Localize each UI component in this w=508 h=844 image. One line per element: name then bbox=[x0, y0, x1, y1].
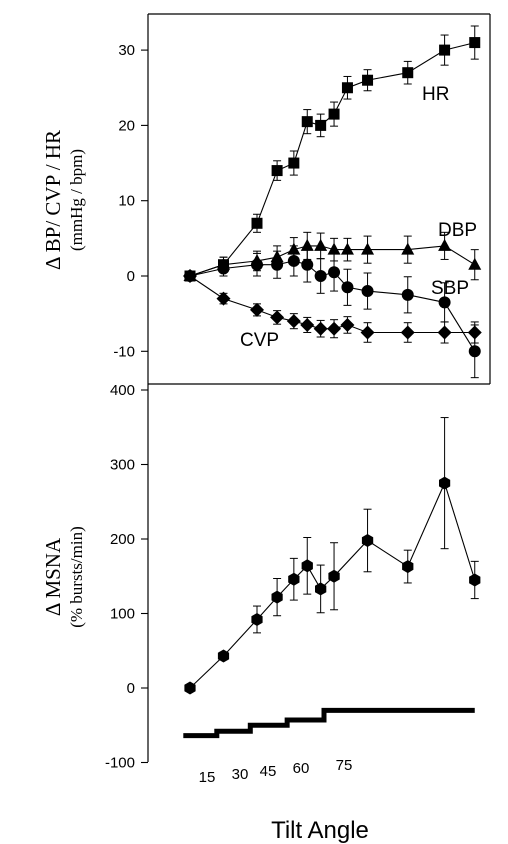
tilt-protocol-line bbox=[183, 707, 475, 739]
angle-label-75: 75 bbox=[336, 757, 353, 774]
hr-point bbox=[362, 74, 374, 86]
sbp-point bbox=[251, 258, 263, 271]
dbp-point bbox=[361, 242, 375, 255]
sbp-point bbox=[401, 288, 414, 301]
hr-point bbox=[402, 67, 414, 79]
cvp-point bbox=[286, 314, 301, 329]
cvp-point bbox=[400, 325, 415, 340]
series-label-hr: HR bbox=[422, 84, 449, 105]
sbp-point bbox=[217, 262, 230, 275]
bottom-y-axis-title: Δ MSNA bbox=[41, 537, 65, 616]
y-tick-label: 0 bbox=[127, 268, 135, 285]
cvp-point bbox=[183, 269, 197, 283]
msna-point bbox=[439, 476, 451, 490]
hr-point bbox=[341, 82, 353, 94]
msna-point bbox=[361, 534, 374, 547]
y-tick-label: 200 bbox=[110, 531, 135, 548]
y-tick-label: 300 bbox=[110, 457, 135, 474]
y-tick-label: 30 bbox=[118, 42, 135, 59]
y-tick-label: 400 bbox=[110, 382, 135, 399]
angle-label-60: 60 bbox=[293, 760, 310, 777]
hr-point bbox=[251, 217, 263, 229]
top-y-axis-unit: (mmHg / bpm) bbox=[67, 149, 86, 251]
bottom-y-axis-unit: (% bursts/min) bbox=[67, 526, 86, 628]
y-tick-label: -10 bbox=[113, 343, 135, 360]
series-label-cvp: CVP bbox=[240, 330, 279, 351]
cvp-point bbox=[313, 321, 328, 336]
sbp-point bbox=[361, 285, 374, 298]
top-y-ticks: -10 0 10 20 30 bbox=[113, 42, 148, 360]
msna-point bbox=[328, 569, 340, 583]
msna-point bbox=[288, 572, 300, 586]
y-tick-label: 0 bbox=[127, 680, 135, 697]
hr-point bbox=[439, 44, 451, 56]
sbp-point bbox=[341, 281, 354, 294]
hr-point bbox=[315, 119, 327, 131]
cvp-point bbox=[300, 317, 315, 332]
dbp-point bbox=[468, 257, 482, 270]
sbp-point bbox=[328, 266, 341, 279]
sbp-point bbox=[314, 270, 327, 282]
msna-point bbox=[469, 573, 481, 587]
series-label-sbp: SBP bbox=[431, 278, 469, 299]
msna-line bbox=[189, 481, 476, 689]
angle-label-15: 15 bbox=[199, 769, 216, 786]
x-axis-title: Tilt Angle bbox=[271, 817, 369, 844]
hr-point bbox=[271, 165, 283, 177]
sbp-point bbox=[301, 258, 314, 271]
angle-label-45: 45 bbox=[260, 763, 277, 780]
hr-point bbox=[469, 37, 481, 49]
cvp-point bbox=[327, 321, 342, 336]
y-tick-label: -100 bbox=[105, 755, 135, 772]
cvp-point bbox=[216, 291, 231, 306]
dbp-point bbox=[340, 242, 354, 255]
cvp-point bbox=[467, 325, 482, 340]
series-label-dbp: DBP bbox=[438, 220, 477, 241]
sbp-point bbox=[468, 345, 481, 358]
dbp-point bbox=[438, 238, 452, 251]
hr-point bbox=[288, 157, 300, 169]
top-panel: -10 0 10 20 30 HR DBP SBP CVP Δ BP/ CVP / HR… bbox=[41, 13, 491, 385]
hr-line bbox=[189, 42, 475, 277]
sbp-point bbox=[271, 258, 284, 271]
top-y-axis-title: Δ BP/ CVP / HR bbox=[41, 130, 65, 270]
dbp-point bbox=[314, 238, 328, 251]
cvp-point bbox=[437, 325, 452, 340]
cvp-point bbox=[250, 302, 264, 317]
bottom-series-group bbox=[184, 417, 481, 695]
top-series-group bbox=[183, 25, 482, 379]
sbp-point bbox=[287, 254, 300, 267]
bottom-y-ticks: -100 0 100 200 300 400 bbox=[105, 382, 148, 772]
msna-point bbox=[301, 559, 313, 573]
cvp-point bbox=[340, 317, 355, 332]
y-tick-label: 100 bbox=[110, 606, 135, 623]
msna-point bbox=[251, 613, 263, 626]
msna-point bbox=[271, 590, 283, 604]
msna-point bbox=[217, 649, 230, 663]
cvp-point bbox=[270, 310, 285, 325]
dbp-point bbox=[401, 242, 415, 255]
cvp-point bbox=[360, 325, 375, 340]
hr-point bbox=[328, 108, 340, 120]
hr-point bbox=[301, 116, 313, 128]
y-tick-label: 10 bbox=[118, 193, 135, 210]
dbp-point bbox=[327, 242, 341, 255]
msna-point bbox=[402, 560, 414, 574]
angle-label-30: 30 bbox=[232, 766, 249, 783]
msna-point bbox=[184, 681, 196, 695]
tilt-protocol bbox=[183, 707, 475, 739]
y-tick-label: 20 bbox=[118, 117, 135, 134]
msna-point bbox=[315, 582, 327, 596]
sbp-point bbox=[438, 296, 451, 309]
